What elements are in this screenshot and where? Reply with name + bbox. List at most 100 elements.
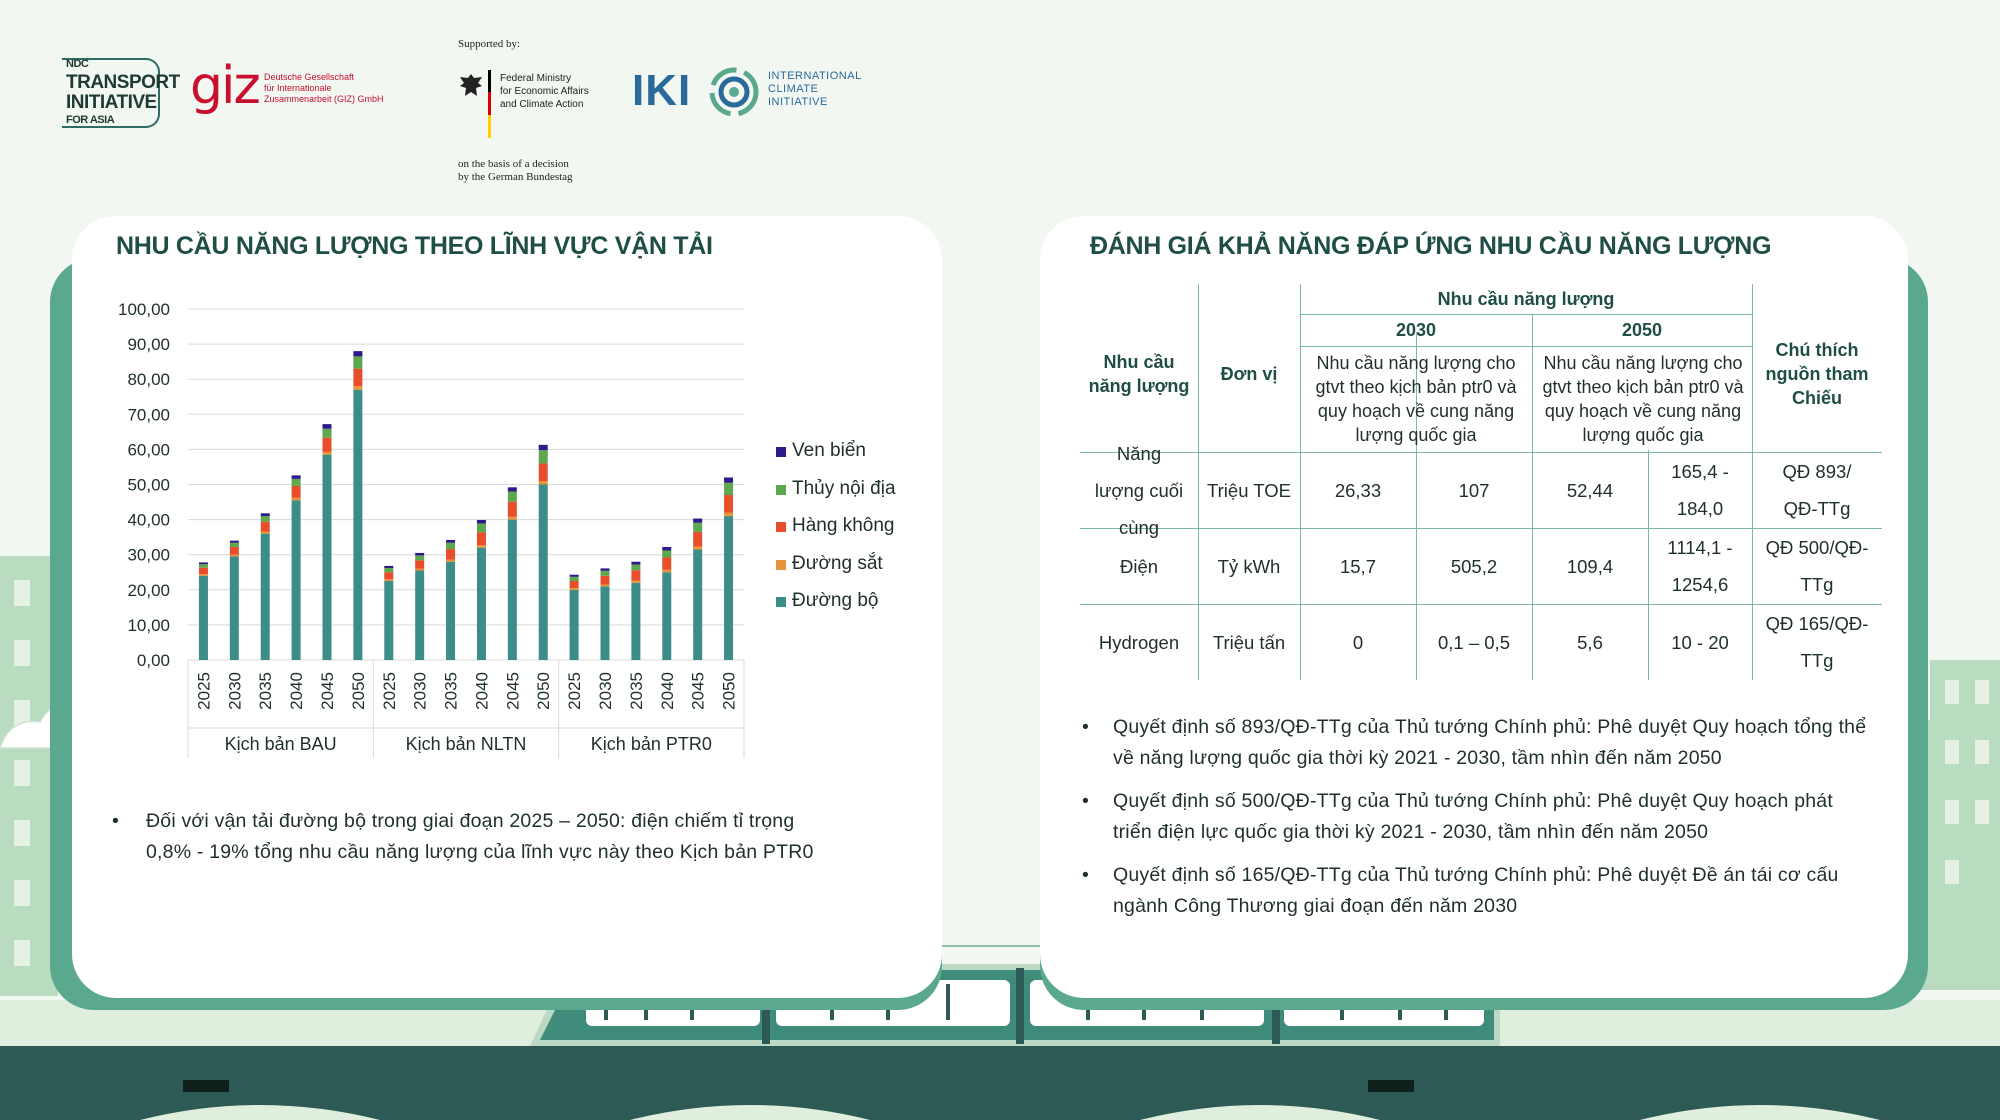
reference-bullets: • Quyết định số 893/QĐ-TTg của Thủ tướng… xyxy=(1082,712,1872,934)
x-tick-label: 2040 xyxy=(472,672,491,710)
group-label: Kịch bản NLTN xyxy=(406,734,527,754)
bar-segment xyxy=(569,589,579,660)
bar-segment xyxy=(569,588,579,590)
bar-segment xyxy=(198,575,208,660)
legend-swatch xyxy=(776,522,786,532)
x-tick-label: 2045 xyxy=(689,672,708,710)
bar-segment xyxy=(724,482,734,496)
bar-segment xyxy=(384,581,394,660)
bar-segment xyxy=(353,351,363,357)
bar-segment xyxy=(507,487,517,492)
bar-segment xyxy=(322,424,332,429)
eagle-icon xyxy=(460,74,482,96)
bar-segment xyxy=(600,570,610,576)
y-tick-label: 50,00 xyxy=(127,476,170,495)
legend-label: Đường bộ xyxy=(792,590,879,611)
left-panel xyxy=(72,216,942,998)
bar-segment xyxy=(384,565,394,569)
x-tick-label: 2030 xyxy=(411,672,430,710)
y-tick-label: 80,00 xyxy=(127,370,170,389)
bar-segment xyxy=(260,516,270,522)
bullet-dot: • xyxy=(1082,716,1090,738)
bar-segment xyxy=(662,557,672,570)
bar-segment xyxy=(538,480,548,485)
x-tick-label: 2025 xyxy=(194,672,213,710)
x-tick-label: 2040 xyxy=(287,672,306,710)
x-tick-label: 2035 xyxy=(256,672,275,710)
x-tick-label: 2030 xyxy=(596,672,615,710)
y-tick-label: 70,00 xyxy=(127,405,170,424)
bar-segment xyxy=(507,516,517,520)
bar-segment xyxy=(291,497,301,501)
bar-segment xyxy=(538,463,548,481)
bar-segment xyxy=(198,562,208,565)
bar-segment xyxy=(198,574,208,576)
bar-segment xyxy=(229,554,239,557)
th-energy-need: Nhu cầu năng lượng xyxy=(1088,352,1190,396)
ndc-logo-line: FOR ASIA xyxy=(66,114,115,126)
bar-segment xyxy=(198,564,208,568)
bar-segment xyxy=(693,531,703,547)
bar-segment xyxy=(600,575,610,585)
bundestag-decision-text: on the basis of a decision by the German… xyxy=(458,158,573,183)
bar-segment xyxy=(476,547,486,660)
bar-segment xyxy=(631,564,641,571)
legend-swatch xyxy=(776,559,786,570)
bar-segment xyxy=(476,523,486,533)
th-year-2050: 2050 xyxy=(1621,320,1663,340)
bar-segment xyxy=(415,560,425,569)
y-tick-label: 90,00 xyxy=(127,335,170,354)
x-tick-label: 2050 xyxy=(720,672,739,710)
bar-segment xyxy=(507,501,517,517)
x-tick-label: 2035 xyxy=(627,672,646,710)
ndc-logo-line: NDC xyxy=(66,58,89,70)
bmwk-text: Federal Ministry for Economic Affairs an… xyxy=(500,73,589,110)
ndc-transport-logo: NDC TRANSPORT INITIATIVE FOR ASIA xyxy=(62,58,180,128)
bar-segment xyxy=(724,477,734,483)
bar-segment xyxy=(662,569,672,573)
bar-segment xyxy=(693,549,703,660)
th-unit: Đơn vị xyxy=(1220,364,1278,384)
y-tick-label: 100,00 xyxy=(118,300,170,319)
energy-demand-chart: 0,00 10,00 20,00 30,00 40,00 50,00 60,00 70,00 8… xyxy=(118,300,745,758)
iki-ring-icon xyxy=(709,67,759,117)
bar-segment xyxy=(353,386,363,390)
bar-segment xyxy=(384,568,394,573)
iki-logo: IKI INTERNATIONAL CLIMATE INITIATIVE xyxy=(632,66,861,117)
x-tick-label: 2025 xyxy=(380,672,399,710)
bar-segment xyxy=(476,545,486,548)
td-row1-unit: Triệu TOE xyxy=(1207,479,1291,501)
bar-segment xyxy=(384,572,394,580)
bar-segment xyxy=(322,454,332,660)
y-tick-label: 30,00 xyxy=(127,546,170,565)
group-label: Kịch bản PTR0 xyxy=(591,734,712,754)
group-label: Kịch bản BAU xyxy=(225,734,337,754)
td-row3-unit: Triệu tấn xyxy=(1212,631,1286,653)
reference-bullet-text: Quyết định số 893/QĐ-TTg của Thủ tướng C… xyxy=(1113,716,1867,769)
y-tick-label: 20,00 xyxy=(127,581,170,600)
td-row3-v3: 5,6 xyxy=(1577,631,1603,653)
bar-segment xyxy=(693,546,703,550)
td-row3-name: Hydrogen xyxy=(1098,631,1180,653)
x-tick-label: 2040 xyxy=(658,672,677,710)
td-row2-v2: 505,2 xyxy=(1450,555,1498,577)
legend-label: Đường sắt xyxy=(792,552,883,574)
bar-segment xyxy=(724,512,734,517)
bar-segment xyxy=(353,368,363,387)
bar-segment xyxy=(693,518,703,523)
bullet-dot: • xyxy=(112,810,120,832)
giz-mark: giz xyxy=(190,56,261,116)
bar-segment xyxy=(538,444,548,451)
td-row1-name: Năng lượng cuối cùng xyxy=(1094,442,1184,538)
reference-bullet: • Quyết định số 893/QĐ-TTg của Thủ tướng… xyxy=(1082,712,1872,774)
bar-segment xyxy=(693,522,703,532)
bar-segment xyxy=(476,519,486,524)
bar-segment xyxy=(198,567,208,575)
bullet-dot: • xyxy=(1082,790,1090,812)
td-row2-v1: 15,7 xyxy=(1339,555,1376,577)
reference-bullet: • Quyết định số 165/QĐ-TTg của Thủ tướng… xyxy=(1082,860,1872,922)
y-tick-label: 0,00 xyxy=(137,651,170,670)
bar-segment xyxy=(662,550,672,558)
bar-segment xyxy=(662,572,672,660)
bar-segment xyxy=(600,568,610,571)
